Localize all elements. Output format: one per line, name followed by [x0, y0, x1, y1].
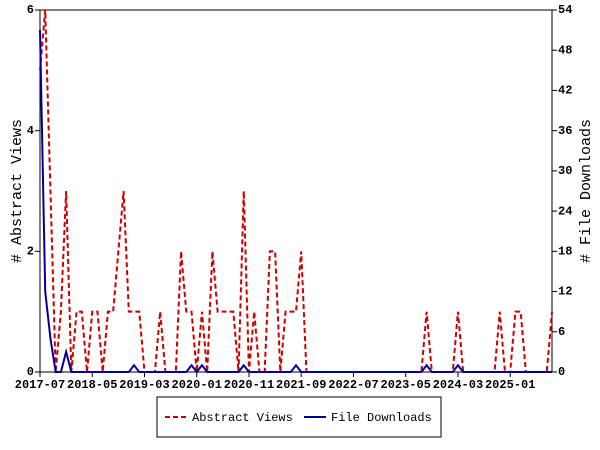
x-tick-label: 2023-05	[381, 378, 431, 392]
x-tick-label: 2021-09	[276, 378, 326, 392]
y2-tick-label: 54	[558, 3, 572, 17]
legend-label: Abstract Views	[192, 411, 293, 425]
x-tick-label: 2020-01	[172, 378, 222, 392]
y-axis-label: # Abstract Views	[9, 119, 26, 263]
y2-tick-label: 18	[558, 245, 572, 259]
x-tick-label: 2018-05	[67, 378, 117, 392]
y-tick-label: 6	[27, 3, 34, 17]
series-line	[39, 9, 553, 373]
y2-axis-label: # File Downloads	[578, 119, 595, 263]
y-tick-label: 4	[27, 124, 34, 138]
x-tick-label: 2019-03	[119, 378, 169, 392]
y2-tick-label: 30	[558, 164, 572, 178]
legend-box	[156, 396, 442, 438]
y2-tick-label: 12	[558, 285, 572, 299]
y2-tick-label: 0	[558, 365, 565, 379]
x-tick-label: 2024-03	[433, 378, 483, 392]
y2-tick-label: 48	[558, 43, 572, 57]
y-tick-label: 2	[27, 245, 34, 259]
y-tick-label: 0	[27, 365, 34, 379]
y2-tick-label: 24	[558, 204, 572, 218]
y2-tick-label: 36	[558, 124, 572, 138]
plot-frame	[39, 9, 553, 373]
y2-tick-label: 6	[558, 325, 565, 339]
x-tick-label: 2022-07	[328, 378, 378, 392]
legend-label: File Downloads	[331, 411, 432, 425]
x-tick-label: 2025-01	[485, 378, 535, 392]
x-tick-label: 2020-11	[224, 378, 274, 392]
y2-tick-label: 42	[558, 84, 572, 98]
x-tick-label: 2017-07	[15, 378, 65, 392]
series-line	[39, 30, 552, 374]
